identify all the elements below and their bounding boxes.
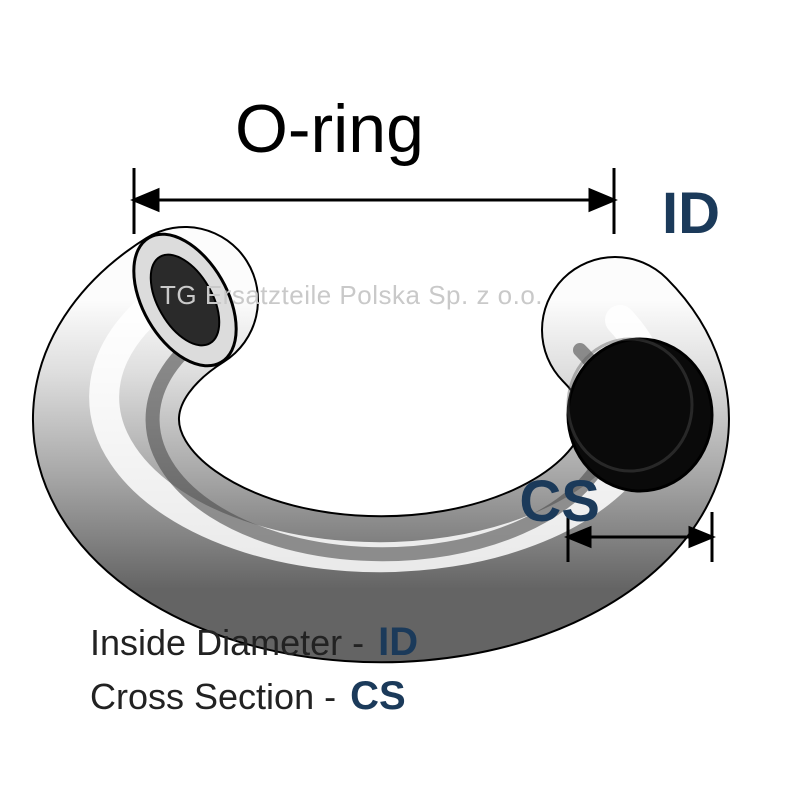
legend-dash: - bbox=[324, 673, 336, 722]
legend: Inside Diameter - ID Cross Section - CS bbox=[90, 615, 418, 723]
legend-dash: - bbox=[352, 619, 364, 668]
diagram-canvas: O-ring ID CS TG Ersatzteile Polska Sp. z… bbox=[0, 0, 800, 800]
legend-name: Cross Section bbox=[90, 673, 314, 722]
legend-abbr: CS bbox=[350, 669, 406, 723]
cs-label: CS bbox=[519, 468, 600, 535]
legend-row-id: Inside Diameter - ID bbox=[90, 615, 418, 669]
legend-row-cs: Cross Section - CS bbox=[90, 669, 418, 723]
id-label: ID bbox=[662, 180, 720, 247]
legend-name: Inside Diameter bbox=[90, 619, 342, 668]
diagram-title: O-ring bbox=[235, 90, 424, 168]
id-dimension-arrow bbox=[134, 168, 614, 234]
legend-abbr: ID bbox=[378, 615, 418, 669]
